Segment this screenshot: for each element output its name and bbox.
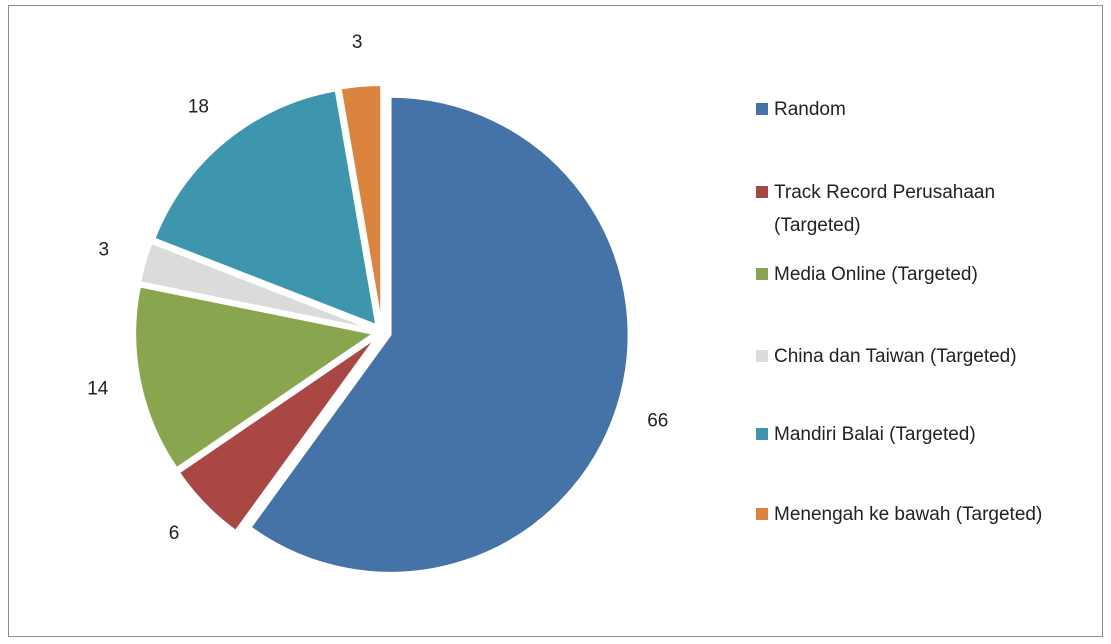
legend-label: Menengah ke bawah (Targeted) [774,504,1043,525]
data-label: 66 [647,411,668,432]
legend-label: China dan Taiwan (Targeted) [774,346,1017,367]
legend-swatch [756,186,768,198]
legend-swatch [756,268,768,280]
legend-label: Mandiri Balai (Targeted) [774,424,976,445]
legend-swatch [756,428,768,440]
pie-slice [177,337,377,533]
data-label: 6 [169,523,180,544]
legend-label: Random [774,99,846,120]
legend-item: Random [756,93,1076,126]
legend-label: Track Record Perusahaan (Targeted) [774,182,996,236]
data-label: 18 [188,97,209,118]
legend-item: Track Record Perusahaan (Targeted) [756,176,1076,242]
pie-slice [153,89,378,327]
pie-slice [339,84,383,324]
pie-slice [249,95,630,574]
legend-swatch [756,508,768,520]
data-label: 3 [352,32,363,53]
legend-swatch [756,350,768,362]
legend-label: Media Online (Targeted) [774,264,978,285]
pie-slice [138,241,374,331]
chart-border [8,5,1103,637]
data-label: 3 [98,239,109,260]
pie-slice [134,285,376,470]
legend-item: Mandiri Balai (Targeted) [756,418,1076,451]
data-label: 14 [87,379,109,400]
legend-swatch [756,103,768,115]
legend-item: Menengah ke bawah (Targeted) [756,498,1076,531]
legend-item: Media Online (Targeted) [756,258,1076,291]
legend-item: China dan Taiwan (Targeted) [756,340,1076,373]
